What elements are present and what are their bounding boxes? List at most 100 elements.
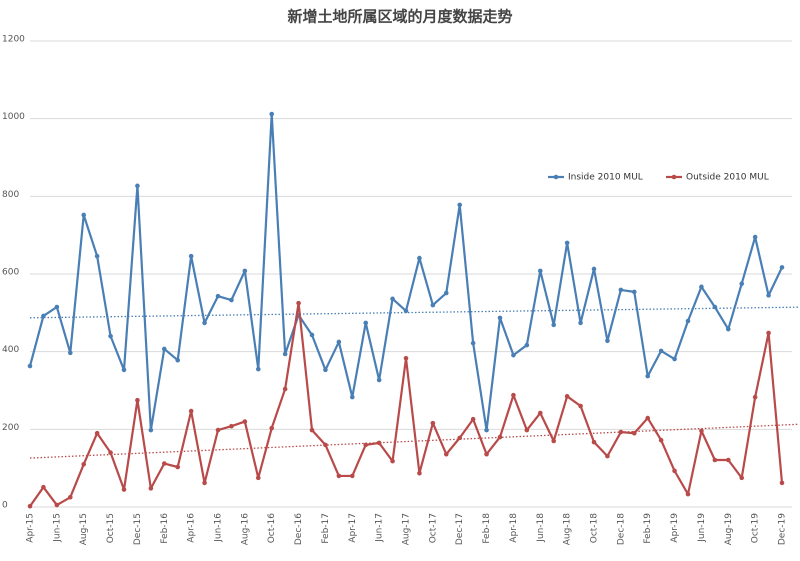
data-point (645, 373, 651, 379)
x-tick-label: Oct-19 (751, 513, 761, 544)
data-point (41, 484, 46, 490)
data-point (309, 427, 315, 433)
data-point (685, 491, 691, 497)
x-tick-label: Oct-16 (267, 513, 277, 544)
x-tick-label: Feb-18 (482, 513, 492, 544)
data-point (457, 435, 463, 441)
data-point (108, 333, 113, 339)
data-point (175, 357, 181, 363)
x-tick-label: Apr-17 (348, 513, 358, 543)
data-point (188, 408, 194, 414)
data-point (67, 494, 73, 500)
data-point (296, 300, 301, 306)
data-point (564, 394, 570, 399)
data-point (470, 340, 476, 346)
data-point (766, 293, 771, 298)
data-point (403, 308, 409, 314)
data-point (161, 461, 167, 466)
data-point (242, 419, 248, 424)
data-point (430, 302, 436, 308)
legend-marker (553, 174, 559, 180)
data-point (215, 293, 221, 299)
trendline (29, 423, 799, 459)
data-point (699, 284, 704, 290)
data-point (645, 415, 651, 421)
x-tick-label: Feb-16 (160, 513, 170, 544)
data-point (578, 320, 583, 326)
x-tick-label: Apr-16 (187, 513, 197, 543)
data-point (779, 480, 785, 486)
data-point (255, 366, 261, 372)
x-tick-label: Oct-17 (428, 513, 438, 543)
data-point (511, 352, 516, 358)
data-point (752, 234, 758, 240)
data-point (524, 342, 530, 348)
data-point (282, 386, 288, 392)
data-point (578, 403, 583, 409)
x-tick-label: Oct-15 (106, 513, 116, 543)
x-tick-label: Aug-18 (563, 513, 573, 546)
data-point (564, 240, 570, 246)
data-point (94, 253, 100, 259)
data-point (672, 356, 677, 362)
data-point (81, 461, 87, 467)
data-point (108, 450, 113, 455)
data-point (712, 457, 718, 463)
data-point (54, 502, 60, 508)
legend-marker (671, 174, 677, 180)
data-point (672, 468, 677, 474)
chart-title: 新增土地所属区域的月度数据走势 (287, 8, 512, 26)
y-tick-label: 1200 (2, 35, 25, 45)
data-point (202, 480, 207, 486)
data-point (188, 253, 194, 259)
x-tick-label: Oct-18 (590, 513, 600, 544)
data-point (739, 475, 745, 481)
data-point (349, 394, 355, 400)
series-line (28, 112, 783, 432)
data-point (537, 268, 543, 274)
data-point (148, 486, 154, 491)
data-point (618, 429, 624, 435)
data-point (229, 423, 234, 429)
data-point (739, 281, 745, 287)
data-point (497, 315, 503, 321)
x-tick-label: Jun-17 (375, 513, 385, 543)
data-point (255, 475, 261, 481)
x-tick-label: Feb-17 (321, 513, 331, 544)
data-point (215, 427, 221, 433)
data-point (376, 440, 382, 446)
data-point (41, 313, 46, 319)
data-point (323, 442, 328, 448)
data-point (94, 430, 100, 436)
data-point (81, 212, 87, 218)
data-point (242, 268, 248, 274)
data-point (363, 320, 369, 326)
data-point (390, 296, 395, 302)
data-point (161, 346, 167, 352)
data-point (658, 348, 664, 354)
x-tick-label: Dec-15 (133, 513, 143, 545)
y-tick-label: 0 (2, 501, 8, 511)
data-point (712, 304, 718, 310)
data-point (470, 416, 476, 422)
data-point (27, 363, 33, 369)
data-point (497, 434, 503, 440)
x-tick-label: Dec-17 (455, 513, 465, 545)
data-point (752, 394, 758, 400)
data-point (376, 377, 382, 383)
data-point (484, 427, 489, 433)
x-tick-label: Aug-19 (724, 513, 734, 546)
data-point (135, 397, 140, 403)
data-point (631, 430, 637, 436)
data-point (524, 427, 530, 433)
data-point (202, 320, 207, 326)
x-tick-label: Apr-19 (670, 513, 680, 543)
data-point (54, 304, 60, 310)
data-point (658, 437, 664, 443)
data-point (175, 464, 181, 470)
x-tick-label: Jun-18 (536, 513, 546, 543)
data-point (148, 427, 154, 433)
series-line (29, 302, 784, 507)
x-tick-label: Feb-19 (643, 513, 653, 544)
